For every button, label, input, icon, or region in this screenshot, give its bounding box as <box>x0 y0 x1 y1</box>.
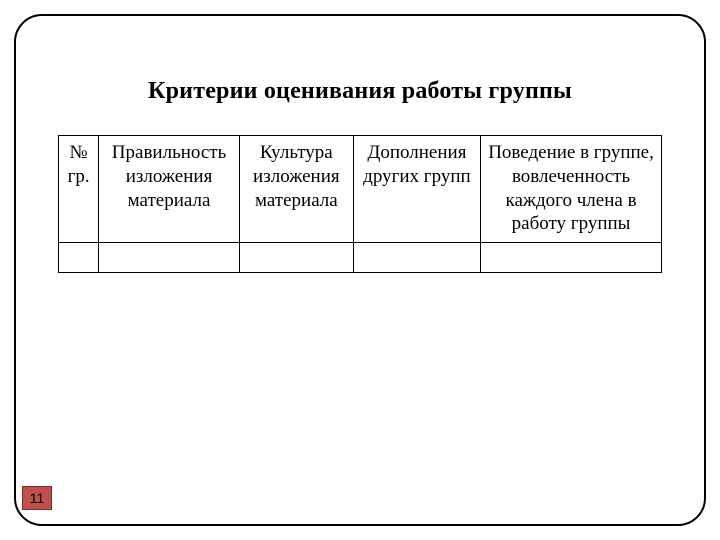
page-number: 11 <box>30 490 45 506</box>
page-number-badge: 11 <box>22 486 52 510</box>
col-header-culture: Культура изложения материала <box>239 136 353 243</box>
table-header-row: № гр. Правильность изложения материала К… <box>59 136 662 243</box>
col-header-correctness: Правильность изложения материала <box>99 136 240 243</box>
cell-additions <box>353 243 480 273</box>
col-header-behavior: Поведение в группе, вовлеченность каждог… <box>481 136 662 243</box>
cell-culture <box>239 243 353 273</box>
page-title: Критерии оценивания работы группы <box>14 78 706 105</box>
col-header-group-number: № гр. <box>59 136 99 243</box>
cell-group-number <box>59 243 99 273</box>
col-header-additions: Дополнения других групп <box>353 136 480 243</box>
criteria-table: № гр. Правильность изложения материала К… <box>58 135 662 273</box>
cell-correctness <box>99 243 240 273</box>
table-row <box>59 243 662 273</box>
slide-content: Критерии оценивания работы группы № гр. … <box>14 14 706 526</box>
cell-behavior <box>481 243 662 273</box>
criteria-table-wrap: № гр. Правильность изложения материала К… <box>58 135 662 273</box>
